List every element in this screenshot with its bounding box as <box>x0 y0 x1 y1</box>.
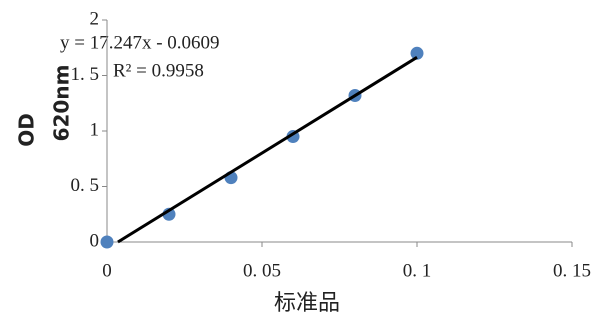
trendline <box>117 56 418 244</box>
x-tick-label: 0. 05 <box>243 260 281 281</box>
y-tick-label: 0 <box>90 230 100 251</box>
y-axis-label: 620nm <box>50 65 74 142</box>
x-tick-label: 0. 1 <box>403 260 432 281</box>
r-squared: R² = 0.9958 <box>113 60 204 81</box>
point <box>410 46 424 60</box>
equation: y = 17.247x - 0.0609 <box>60 32 220 53</box>
y-tick-label: 2 <box>90 8 100 29</box>
x-tick-label: 0. 15 <box>553 260 591 281</box>
y-tick-label: 1. 5 <box>71 64 100 85</box>
point <box>100 235 114 249</box>
y-axis-label: OD <box>15 113 39 147</box>
y-tick-label: 0. 5 <box>71 175 100 196</box>
x-axis-label: 标准品 <box>274 291 340 316</box>
y-tick-label: 1 <box>90 119 100 140</box>
x-tick-label: 0 <box>102 260 112 281</box>
